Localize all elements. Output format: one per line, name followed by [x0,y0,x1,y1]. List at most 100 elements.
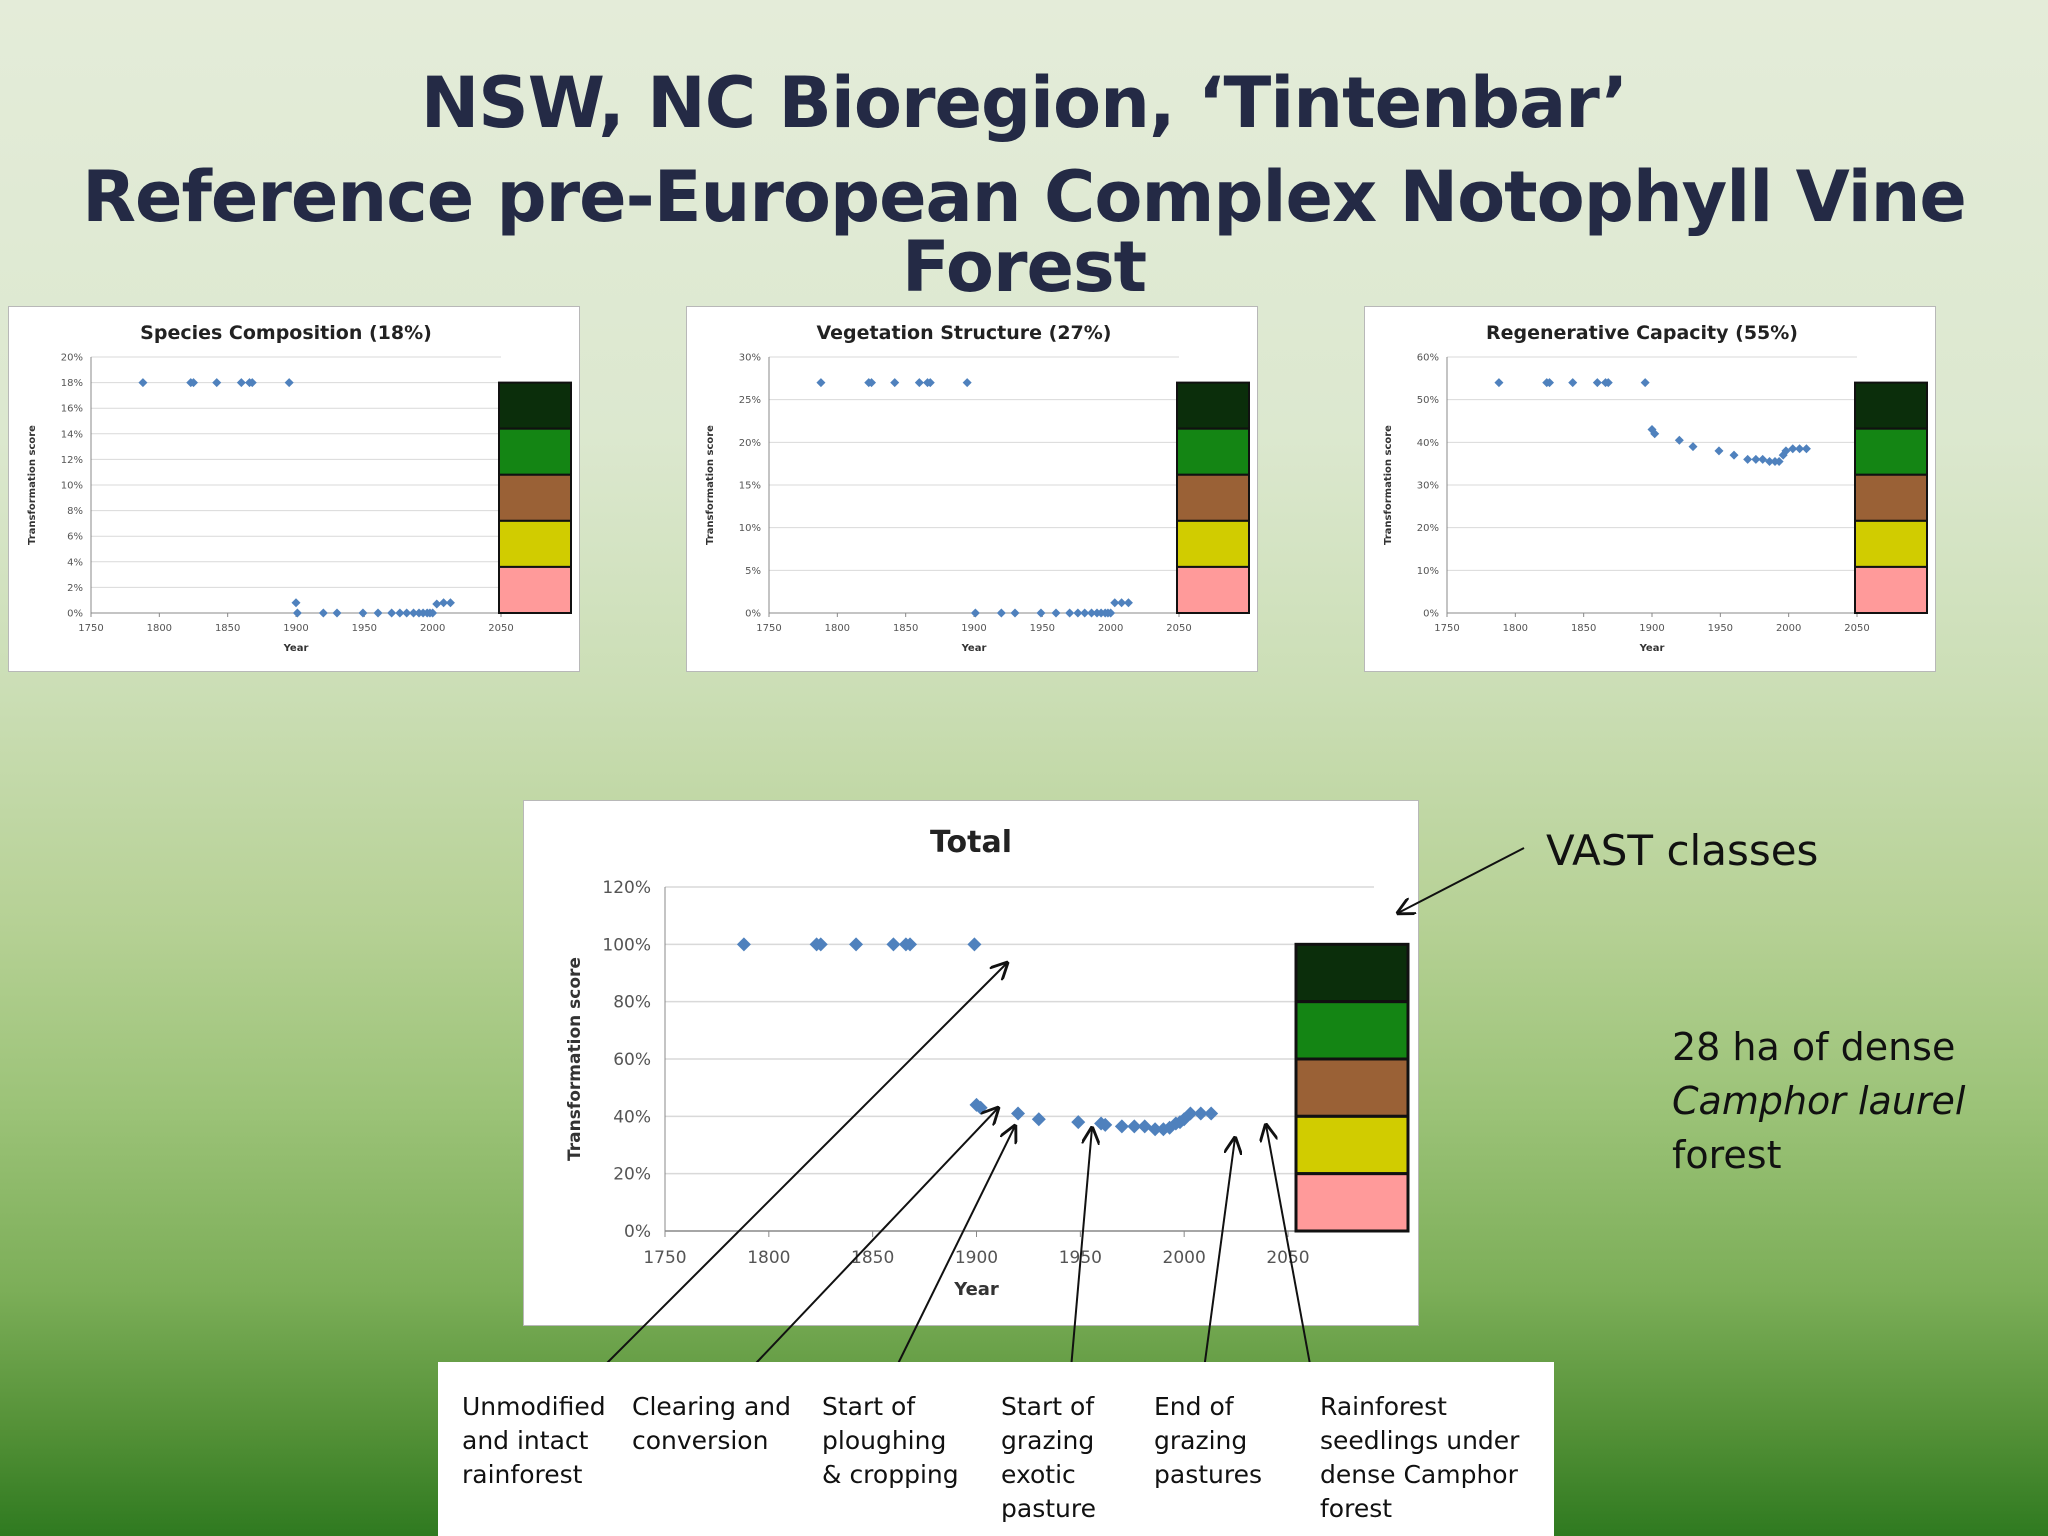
data-point [332,608,342,618]
y-tick-label: 18% [61,378,83,389]
x-tick-label: 1900 [961,623,986,634]
data-point [189,378,198,388]
side-note-line1: 28 ha of dense [1672,1025,1956,1069]
x-tick-label: 1800 [747,1248,790,1268]
y-tick-label: 120% [602,878,651,898]
total-plot: Total 0% 20% 40% 60% 80% 100% 120% 1750 1800 1850 1… [565,825,1410,1300]
y-axis-label: Transformation score [705,425,716,545]
vast-class-block [1854,381,1928,430]
x-tick-label: 1800 [1503,623,1528,634]
x-tick-label: 1950 [1059,1248,1102,1268]
data-point [970,608,980,618]
vast-class-block [498,381,572,430]
data-point [1204,1106,1219,1121]
y-axis-label: Transformation score [1383,425,1394,545]
data-point [1650,429,1660,439]
x-tick-label: 2000 [1098,623,1123,634]
vast-class-block [498,519,572,568]
vast-class-block [1854,565,1928,615]
y-tick-label: 30% [1417,481,1439,492]
x-tick-label: 1800 [147,623,172,634]
vast-class-block [1176,381,1250,430]
slide-title-line2: Reference pre-European Complex Notophyll… [82,156,1967,308]
data-point [1087,608,1097,618]
data-point [1729,450,1739,460]
y-tick-label: 0% [67,609,83,620]
data-point [1031,1112,1046,1127]
data-point [1795,444,1805,454]
data-point [1073,608,1083,618]
data-point [1183,1106,1198,1121]
y-tick-label: 10% [739,523,761,534]
note-ploughing: Start of ploughing & cropping [822,1392,959,1489]
data-point [1193,1106,1208,1121]
y-tick-label: 14% [61,429,83,440]
y-tick-label: 60% [1417,353,1439,364]
x-tick-label: 1850 [1571,623,1596,634]
slide-title-line1: NSW, NC Bioregion, ‘Tintenbar’ [420,62,1629,144]
data-point [1011,1106,1026,1121]
x-tick-label: 2050 [1844,623,1869,634]
data-point [1568,378,1578,388]
vast-class-block [1854,473,1928,522]
data-point [1743,454,1753,464]
data-point [1801,444,1811,454]
species-composition-plot: Species Composition (18%) 0% 2% 4% 6% 8% 10% 12… [27,322,572,654]
note-seedlings: Rainforest seedlings under dense Camphor… [1320,1392,1520,1523]
note-grazing: Start of grazing exotic pasture [1001,1392,1096,1523]
x-axis-label: Year [961,643,987,654]
data-point [432,599,442,609]
side-note-line3: forest [1672,1133,1782,1177]
y-tick-label: 4% [67,557,83,568]
data-point [445,598,455,608]
y-tick-label: 0% [745,609,761,620]
data-point [1098,1117,1113,1132]
y-tick-label: 60% [613,1050,651,1070]
data-point [1123,598,1133,608]
regenerative-capacity-chart: Regenerative Capacity (55%) 0% 10% 20% 30% 40… [1364,306,1936,672]
x-tick-label: 2050 [488,623,513,634]
y-tick-label: 5% [745,566,761,577]
data-point [1148,1122,1163,1137]
y-tick-label: 100% [602,935,651,955]
data-point [1751,454,1761,464]
x-tick-label: 1750 [756,623,781,634]
y-tick-label: 10% [1417,566,1439,577]
vast-class-block [1854,427,1928,476]
data-point [1173,1115,1188,1130]
data-point [1110,598,1120,608]
chart-title: Species Composition (18%) [140,322,432,344]
species-composition-chart: Species Composition (18%) 0% 2% 4% 6% 8% 10% 12… [8,306,580,672]
data-point [816,378,826,388]
y-tick-label: 10% [61,481,83,492]
data-point [1080,608,1090,618]
chart-title: Regenerative Capacity (55%) [1486,322,1798,344]
y-tick-label: 2% [67,583,83,594]
data-point [409,608,419,618]
y-tick-label: 20% [61,353,83,364]
vast-class-block [498,473,572,522]
y-tick-label: 40% [1417,438,1439,449]
data-point [886,937,901,952]
data-point [358,608,368,618]
x-tick-label: 1750 [643,1248,686,1268]
y-tick-label: 0% [624,1222,651,1242]
x-tick-label: 1850 [215,623,240,634]
data-point [138,378,148,388]
x-tick-label: 1850 [851,1248,894,1268]
x-tick-label: 1950 [1708,623,1733,634]
data-point [247,378,257,388]
x-tick-label: 2000 [1163,1248,1206,1268]
data-point [1545,378,1554,388]
chart-title: Total [930,825,1012,860]
vegetation-structure-plot: Vegetation Structure (27%) 0% 5% 10% 15% 20% 2… [705,322,1250,654]
data-point [402,608,412,618]
vast-class-block [1294,1057,1410,1118]
y-tick-label: 80% [613,993,651,1013]
y-tick-label: 15% [739,481,761,492]
y-axis-label: Transformation score [27,425,38,545]
vast-class-block [1294,942,1410,1004]
data-point [387,608,397,618]
side-note-italic: Camphor laurel [1672,1079,1966,1123]
data-point [890,378,900,388]
